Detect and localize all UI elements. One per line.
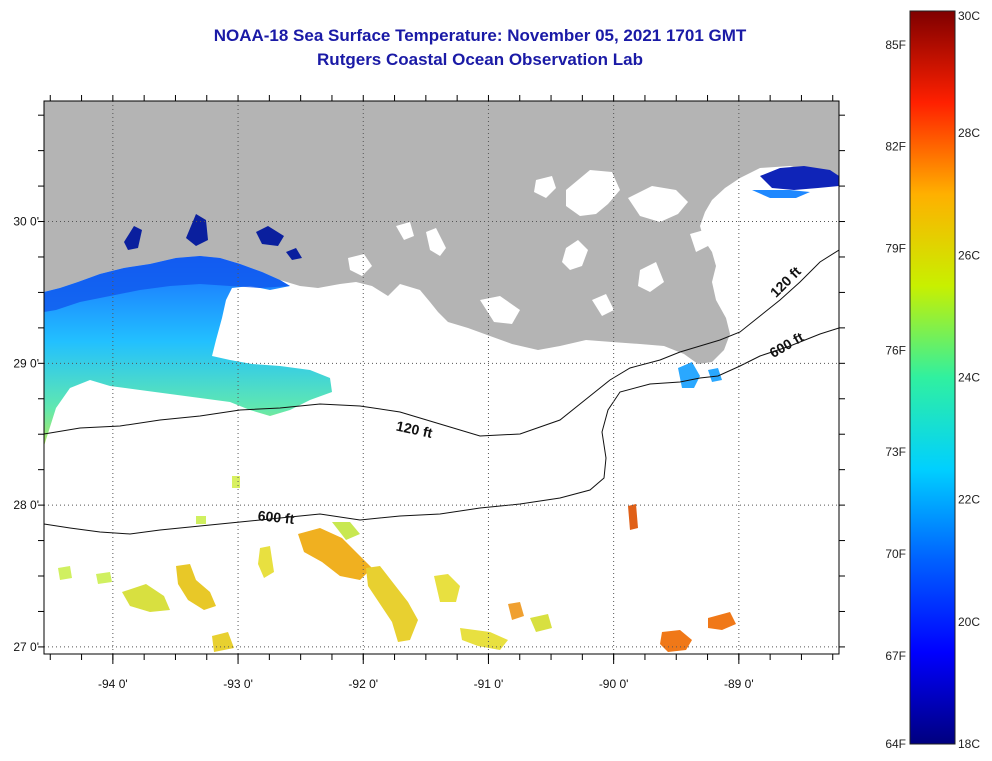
marsh-10	[690, 230, 708, 252]
lon-tick-label: -92 0'	[348, 677, 378, 691]
colorbar-celsius-label: 28C	[958, 126, 980, 140]
colorbar-celsius-label: 18C	[958, 737, 980, 751]
lat-tick-label: 30 0'	[13, 215, 39, 229]
lat-tick-label: 27 0'	[13, 640, 39, 654]
colorbar-fahrenheit-label: 76F	[885, 343, 906, 357]
calcasieu-lake	[186, 214, 208, 246]
sabine-lake	[124, 226, 142, 250]
marsh-6	[638, 262, 664, 292]
lon-tick-label: -89 0'	[724, 677, 754, 691]
marsh-3	[348, 254, 372, 276]
marsh-5	[480, 296, 520, 324]
lake-maurepas	[534, 176, 556, 198]
colorbar-celsius-label: 30C	[958, 9, 980, 23]
land-mass	[44, 101, 839, 364]
map-subtitle: Rutgers Coastal Ocean Observation Lab	[317, 50, 643, 69]
colorbar	[909, 10, 956, 745]
lake-pontchartrain	[566, 170, 620, 216]
sst-coastal-patch-dark	[44, 256, 290, 312]
colorbar-fahrenheit-label: 67F	[885, 649, 906, 663]
lon-tick-label: -90 0'	[599, 677, 629, 691]
colorbar-celsius-label: 20C	[958, 615, 980, 629]
small-lake	[286, 248, 302, 260]
lon-tick-label: -94 0'	[98, 677, 128, 691]
contour-label: 120 ft	[395, 418, 434, 441]
marsh-7	[592, 294, 614, 316]
colorbar-celsius-label: 26C	[958, 248, 980, 262]
lat-tick-label: 29 0'	[13, 356, 39, 370]
contour-label: 600 ft	[257, 507, 295, 527]
graticule	[44, 101, 839, 654]
map-title: NOAA-18 Sea Surface Temperature: Novembe…	[213, 26, 747, 45]
colorbar-celsius-label: 22C	[958, 493, 980, 507]
marsh-1	[562, 240, 588, 270]
white-lake	[256, 226, 284, 246]
colorbar-fahrenheit-label: 73F	[885, 445, 906, 459]
colorbar-fahrenheit-label: 85F	[885, 38, 906, 52]
sst-delta-patch-2	[708, 368, 722, 382]
colorbar-fahrenheit-label: 82F	[885, 140, 906, 154]
marsh-4	[396, 222, 414, 240]
marsh-8	[732, 216, 752, 248]
colorbar-fahrenheit-label: 79F	[885, 242, 906, 256]
mississippi-sound-edge	[752, 190, 810, 198]
colorbar-labels: 30C 28C 26C 24C 22C 20C 18C 85F 82F 79F 76F 73F 70F 6…	[885, 9, 980, 751]
colorbar-fahrenheit-label: 64F	[885, 737, 906, 751]
mississippi-sound	[760, 166, 839, 190]
contour-600ft	[44, 327, 839, 535]
lat-tick-label: 28 0'	[13, 498, 39, 512]
contour-120ft	[44, 249, 839, 437]
lon-tick-label: -91 0'	[474, 677, 504, 691]
marsh-2	[426, 228, 446, 256]
plot-frame	[43, 100, 840, 655]
axis-ticks: -94 0' -93 0' -92 0' -91 0' -90 0' -89 0' 30 0…	[13, 95, 845, 691]
lake-borgne	[628, 186, 688, 222]
sst-offshore-patches	[58, 476, 736, 652]
sst-coastal-patch	[44, 256, 332, 446]
colorbar-celsius-label: 24C	[958, 371, 980, 385]
lon-tick-label: -93 0'	[223, 677, 253, 691]
colorbar-fahrenheit-label: 70F	[885, 547, 906, 561]
